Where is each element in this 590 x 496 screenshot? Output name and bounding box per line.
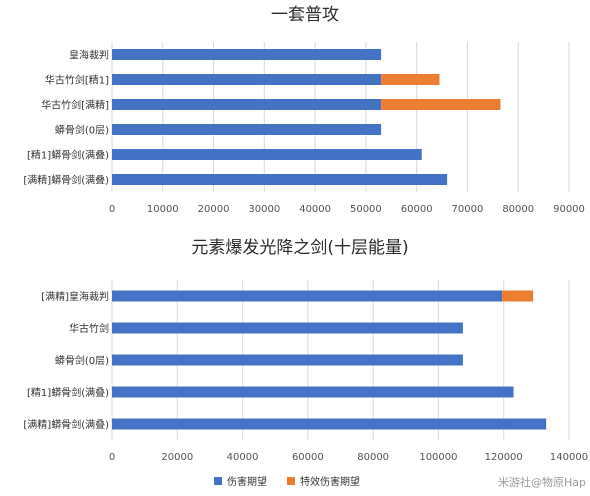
category-label: [精1]蟒骨剑(满叠) [27,149,109,162]
x-tick-label: 50000 [350,204,382,215]
x-tick-label: 70000 [452,204,484,215]
bar-damage [112,149,422,160]
category-label: 蟒骨剑(0层) [55,124,109,137]
x-tick-label: 0 [109,452,115,463]
legend: 伤害期望 特效伤害期望 [214,475,360,488]
category-label: [满精]蟒骨剑(满叠) [23,418,109,431]
x-tick-label: 80000 [357,452,389,463]
chart-1-title: 一套普攻 [271,5,339,25]
x-tick-label: 20000 [161,452,193,463]
category-label: 华古竹剑[满精] [41,99,109,112]
category-label: 华古竹剑[精1] [45,74,109,87]
x-tick-label: 40000 [227,452,259,463]
x-tick-label: 140000 [550,452,588,463]
bar-damage [112,124,382,135]
bar-damage [112,74,382,85]
x-tick-label: 40000 [299,204,331,215]
legend-label-effect-damage: 特效伤害期望 [300,475,360,488]
x-tick-label: 10000 [147,204,179,215]
bar-damage [112,386,514,398]
x-tick-label: 30000 [248,204,280,215]
category-label: [满精]皇海裁判 [41,290,109,303]
bar-damage [112,174,448,185]
bar-effect-damage [502,290,534,302]
bar-effect-damage [381,99,501,110]
category-label: [精1]蟒骨剑(满叠) [27,386,109,399]
bar-damage [112,99,382,110]
x-tick-label: 60000 [292,452,324,463]
watermark: 米游社@物原Hap [498,475,586,489]
bar-damage [112,290,503,302]
legend-swatch-damage [214,477,222,485]
x-tick-label: 0 [109,204,115,215]
bar-damage [112,322,463,334]
bar-effect-damage [381,74,440,85]
x-tick-label: 20000 [198,204,230,215]
x-tick-label: 120000 [485,452,523,463]
legend-swatch-effect-damage [287,477,295,485]
x-tick-label: 60000 [401,204,433,215]
category-label: 蟒骨剑(0层) [55,354,109,367]
category-label: 华古竹剑 [69,322,109,335]
chart-1-plot: 0 10000 20000 30000 40000 50000 60000 70000 8000… [23,42,585,215]
category-label: [满精]蟒骨剑(满叠) [23,174,109,187]
x-tick-label: 100000 [419,452,457,463]
legend-label-damage: 伤害期望 [227,475,267,488]
bar-damage [112,49,382,60]
x-tick-label: 90000 [553,204,585,215]
x-tick-label: 80000 [502,204,534,215]
chart-2-title: 元素爆发光降之剑(十层能量) [191,238,408,258]
category-label: 皇海裁判 [69,49,109,62]
chart-2-plot: 0 20000 40000 60000 80000 100000 120000 140000 [… [23,280,588,463]
bar-damage [112,418,547,430]
bar-damage [112,354,463,366]
